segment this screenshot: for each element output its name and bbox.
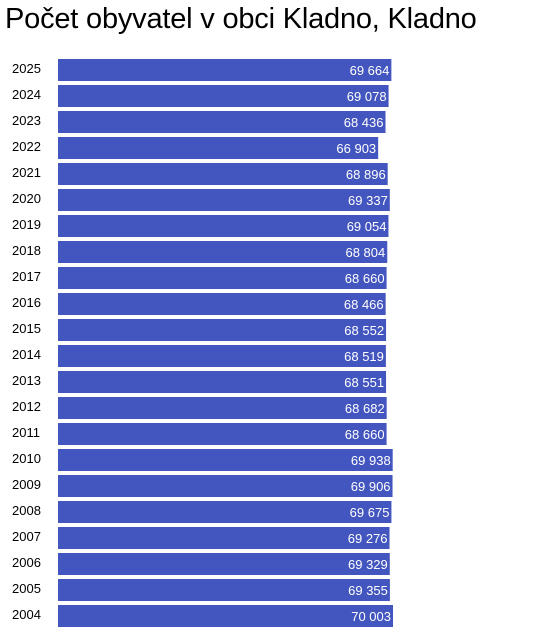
population-bar bbox=[58, 605, 393, 627]
population-bar bbox=[58, 397, 387, 419]
bar-value-label: 68 682 bbox=[345, 401, 385, 416]
bar-value-label: 66 903 bbox=[336, 141, 376, 156]
year-label: 2011 bbox=[12, 425, 40, 440]
population-bar bbox=[58, 267, 387, 289]
population-bar bbox=[58, 371, 387, 393]
population-bar bbox=[58, 501, 392, 523]
population-bar bbox=[58, 111, 386, 133]
bar-value-label: 68 436 bbox=[344, 115, 384, 130]
population-bar bbox=[58, 293, 386, 315]
population-bar bbox=[58, 475, 393, 497]
population-bar bbox=[58, 423, 387, 445]
year-label: 2009 bbox=[12, 477, 41, 492]
year-label: 2016 bbox=[12, 295, 41, 310]
year-label: 2004 bbox=[12, 607, 41, 622]
year-label: 2013 bbox=[12, 373, 41, 388]
population-bar bbox=[58, 85, 389, 107]
year-label: 2008 bbox=[12, 503, 41, 518]
year-label: 2025 bbox=[12, 61, 41, 76]
population-bar bbox=[58, 215, 389, 237]
year-label: 2010 bbox=[12, 451, 41, 466]
bar-value-label: 69 078 bbox=[347, 89, 387, 104]
bar-value-label: 70 003 bbox=[351, 609, 391, 624]
population-bar bbox=[58, 319, 387, 341]
bar-value-label: 69 355 bbox=[348, 583, 388, 598]
year-label: 2024 bbox=[12, 87, 41, 102]
population-bar bbox=[58, 59, 392, 81]
bar-value-label: 68 552 bbox=[344, 323, 384, 338]
year-label: 2019 bbox=[12, 217, 41, 232]
bar-value-label: 68 896 bbox=[346, 167, 386, 182]
bar-value-label: 68 551 bbox=[344, 375, 384, 390]
bar-value-label: 69 054 bbox=[347, 219, 387, 234]
year-label: 2006 bbox=[12, 555, 41, 570]
population-bar bbox=[58, 527, 390, 549]
bar-value-label: 68 660 bbox=[345, 271, 385, 286]
population-bar bbox=[58, 345, 386, 367]
year-label: 2018 bbox=[12, 243, 41, 258]
bar-value-label: 69 675 bbox=[350, 505, 390, 520]
year-label: 2007 bbox=[12, 529, 41, 544]
bar-value-label: 68 466 bbox=[344, 297, 384, 312]
population-bar bbox=[58, 189, 390, 211]
year-label: 2014 bbox=[12, 347, 41, 362]
year-label: 2005 bbox=[12, 581, 41, 596]
year-label: 2022 bbox=[12, 139, 41, 154]
bar-value-label: 69 938 bbox=[351, 453, 391, 468]
year-label: 2023 bbox=[12, 113, 41, 128]
year-label: 2017 bbox=[12, 269, 41, 284]
bar-value-label: 69 664 bbox=[350, 63, 390, 78]
chart-title: Počet obyvatel v obci Kladno, Kladno bbox=[5, 3, 477, 35]
bar-value-label: 68 660 bbox=[345, 427, 385, 442]
bar-value-label: 69 329 bbox=[348, 557, 388, 572]
bar-value-label: 69 906 bbox=[351, 479, 391, 494]
year-label: 2012 bbox=[12, 399, 41, 414]
bar-value-label: 69 337 bbox=[348, 193, 388, 208]
bar-value-label: 68 804 bbox=[345, 245, 385, 260]
bar-value-label: 69 276 bbox=[348, 531, 388, 546]
population-bar bbox=[58, 163, 388, 185]
year-label: 2021 bbox=[12, 165, 41, 180]
year-label: 2020 bbox=[12, 191, 41, 206]
bar-value-label: 68 519 bbox=[344, 349, 384, 364]
population-bar bbox=[58, 579, 390, 601]
population-bar bbox=[58, 137, 379, 159]
population-bar bbox=[58, 553, 390, 575]
year-label: 2015 bbox=[12, 321, 41, 336]
population-bar bbox=[58, 241, 388, 263]
population-bar bbox=[58, 449, 393, 471]
